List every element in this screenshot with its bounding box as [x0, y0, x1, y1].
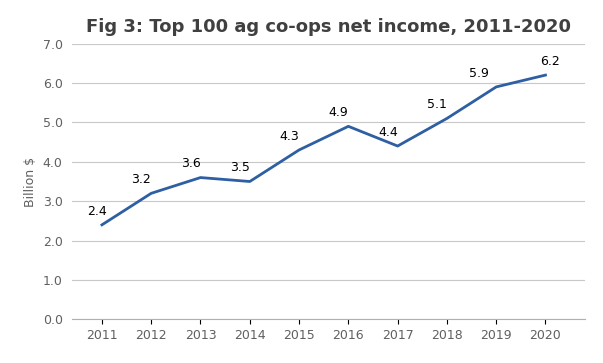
Text: 2.4: 2.4: [87, 205, 107, 218]
Title: Fig 3: Top 100 ag co-ops net income, 2011-2020: Fig 3: Top 100 ag co-ops net income, 201…: [86, 19, 571, 36]
Text: 3.5: 3.5: [230, 162, 250, 174]
Y-axis label: Billion $: Billion $: [24, 156, 37, 207]
Text: 6.2: 6.2: [540, 55, 560, 68]
Text: 4.9: 4.9: [329, 106, 349, 119]
Text: 5.1: 5.1: [427, 98, 447, 111]
Text: 4.3: 4.3: [279, 130, 299, 143]
Text: 3.2: 3.2: [131, 173, 151, 186]
Text: 3.6: 3.6: [181, 158, 201, 171]
Text: 5.9: 5.9: [469, 67, 489, 80]
Text: 4.4: 4.4: [378, 126, 397, 139]
